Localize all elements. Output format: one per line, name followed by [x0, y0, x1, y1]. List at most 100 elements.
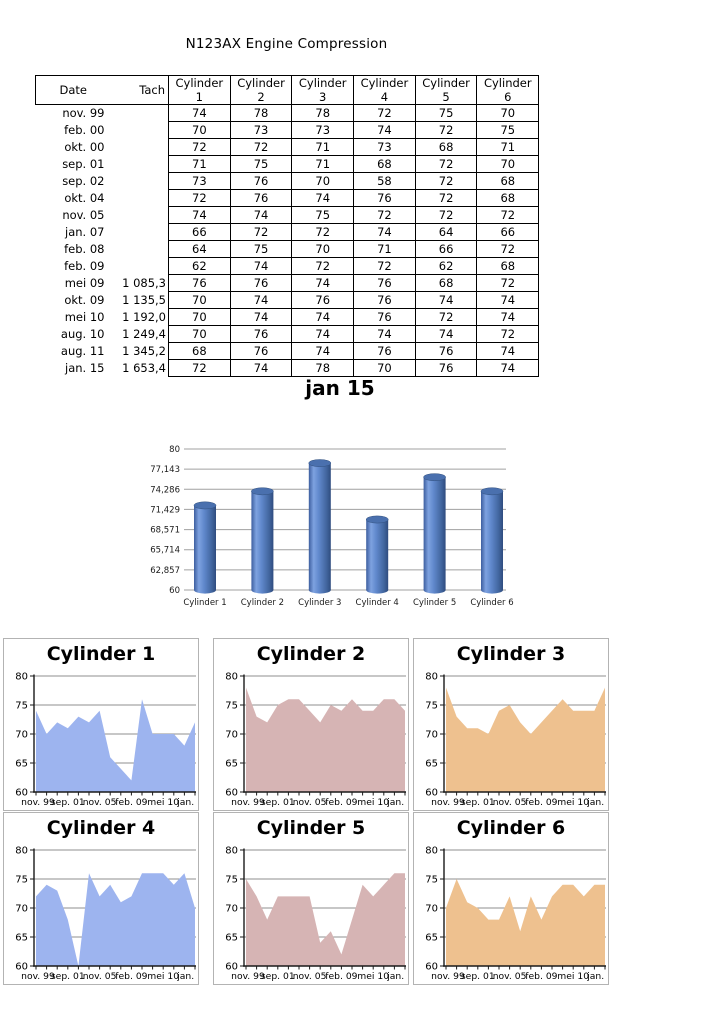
cylinder-panel-3: Cylinder 3 80 75 70 65 60 nov. 99 sep. 01 nov. 0…	[413, 638, 609, 811]
bar-chart: 80 77,143 74,286 71,429 68,571 65,714 62,857 60…	[148, 443, 528, 621]
cell-value: 72	[168, 359, 231, 377]
cell-tach: 1 085,3	[122, 276, 166, 290]
cell-value: 68	[353, 155, 416, 173]
cell-date: okt. 09	[64, 293, 105, 307]
cell-value: 74	[168, 104, 231, 122]
y-axis-tick-label: 75	[15, 875, 28, 886]
cell-value: 74	[414, 325, 478, 343]
table-row: feb. 00 70 73 73 74 72 75	[36, 121, 540, 139]
x-axis-tick-label: feb. 09	[115, 971, 147, 982]
bar	[423, 477, 446, 590]
bar-top-cap	[308, 459, 332, 467]
bar	[194, 505, 216, 590]
y-axis-tick-label: 70	[225, 904, 238, 915]
cell-value: 71	[168, 155, 231, 173]
cell-tach: 1 135,5	[122, 293, 166, 307]
cell-value: 72	[291, 223, 355, 241]
y-axis-tick-label: 80	[225, 846, 238, 857]
cylinder-panel-5: Cylinder 5 80 75 70 65 60 nov. 99 sep. 01 nov. 0…	[213, 812, 409, 985]
cell-date: feb. 00	[64, 123, 105, 137]
cell-value: 72	[414, 121, 478, 139]
cell-value: 70	[291, 240, 355, 258]
cell-value: 74	[353, 121, 416, 139]
table-row: nov. 05 74 74 75 72 72 72	[36, 206, 540, 224]
x-axis-tick-label: mei 10	[147, 971, 179, 982]
y-axis-tick-label: 60	[225, 962, 238, 973]
cell-value: 74	[229, 257, 293, 275]
y-axis-tick-label: 65	[425, 759, 438, 770]
cell-value: 71	[291, 138, 355, 156]
y-axis-tick-label: 65,714	[150, 546, 180, 556]
y-axis-tick-label: 65	[15, 759, 28, 770]
x-axis-tick-label: nov. 99	[431, 971, 465, 982]
x-axis-category-label: Cylinder 3	[298, 598, 341, 608]
cell-value: 74	[476, 359, 540, 377]
bar-top-cap	[423, 473, 446, 482]
cell-tach	[111, 173, 169, 190]
bar	[308, 463, 331, 590]
cell-date: nov. 05	[62, 208, 105, 222]
cell-value: 74	[168, 206, 231, 224]
bar-chart-svg: 80 77,143 74,286 71,429 68,571 65,714 62,857 60…	[150, 445, 513, 608]
y-axis-tick-label: 75	[425, 875, 438, 886]
cell-tach: 1 192,0	[122, 310, 166, 324]
cell-value: 75	[476, 121, 540, 139]
cell-value: 74	[229, 359, 293, 377]
cylinder-panel-title: Cylinder 6	[456, 817, 566, 839]
cell-value: 68	[168, 342, 231, 360]
table-header-row: Date Tach Cylinder 1 Cylinder 2 Cylinder 3 Cy…	[35, 75, 540, 105]
cell-tach	[111, 156, 169, 173]
cell-value: 72	[291, 257, 355, 275]
cell-date: feb. 09	[64, 259, 105, 273]
x-axis-tick-label: jan. 15	[176, 797, 198, 808]
y-axis-tick-label: 65	[225, 759, 238, 770]
y-axis-tick-label: 68,571	[150, 526, 180, 536]
x-axis-category-label: Cylinder 6	[470, 598, 513, 608]
cell-value: 71	[476, 138, 540, 156]
cell-value: 78	[291, 104, 355, 122]
x-axis-tick-label: sep. 01	[51, 971, 85, 982]
table-row: jan. 07 66 72 72 74 64 66	[36, 223, 540, 241]
col-header-cylinder-6: Cylinder 6	[476, 75, 540, 105]
table-row: jan. 15 1 653,4 72 74 78 70 76 74	[36, 359, 540, 377]
y-axis-tick-label: 77,143	[150, 465, 180, 475]
x-axis-tick-label: feb. 09	[525, 797, 557, 808]
cell-value: 71	[291, 155, 355, 173]
y-axis-tick-label: 80	[225, 672, 238, 683]
cell-value: 73	[168, 172, 231, 190]
cell-value: 68	[476, 257, 540, 275]
col-header-cylinder-2: Cylinder 2	[229, 75, 293, 105]
cylinder-panel-title: Cylinder 1	[46, 643, 156, 665]
cell-value: 58	[353, 172, 416, 190]
bar-top-cap	[365, 515, 389, 524]
col-header-tach: Tach	[110, 75, 169, 105]
cell-date: feb. 08	[64, 242, 105, 256]
y-axis-tick-label: 70	[425, 904, 438, 915]
x-axis-tick-label: nov. 99	[21, 797, 55, 808]
cell-value: 73	[229, 121, 293, 139]
cell-value: 74	[414, 291, 478, 309]
bar	[481, 491, 503, 590]
cell-value: 74	[229, 206, 293, 224]
y-axis-tick-label: 70	[225, 730, 238, 741]
cell-date: okt. 04	[64, 191, 105, 205]
cell-value: 74	[476, 342, 540, 360]
cell-value: 72	[476, 240, 540, 258]
x-axis-tick-label: sep. 01	[51, 797, 85, 808]
cell-value: 72	[229, 138, 293, 156]
cell-value: 76	[229, 325, 293, 343]
table-row: mei 09 1 085,3 76 76 74 76 68 72	[36, 274, 540, 292]
cell-value: 76	[414, 359, 478, 377]
cell-value: 66	[476, 223, 540, 241]
cell-value: 74	[229, 291, 293, 309]
x-axis-tick-label: nov. 05	[83, 971, 117, 982]
cell-value: 76	[229, 274, 293, 292]
area-fill	[446, 687, 605, 792]
cell-value: 72	[476, 274, 540, 292]
x-axis-tick-label: mei 10	[357, 797, 389, 808]
cell-tach: 1 653,4	[122, 361, 166, 375]
cell-value: 70	[168, 308, 231, 326]
